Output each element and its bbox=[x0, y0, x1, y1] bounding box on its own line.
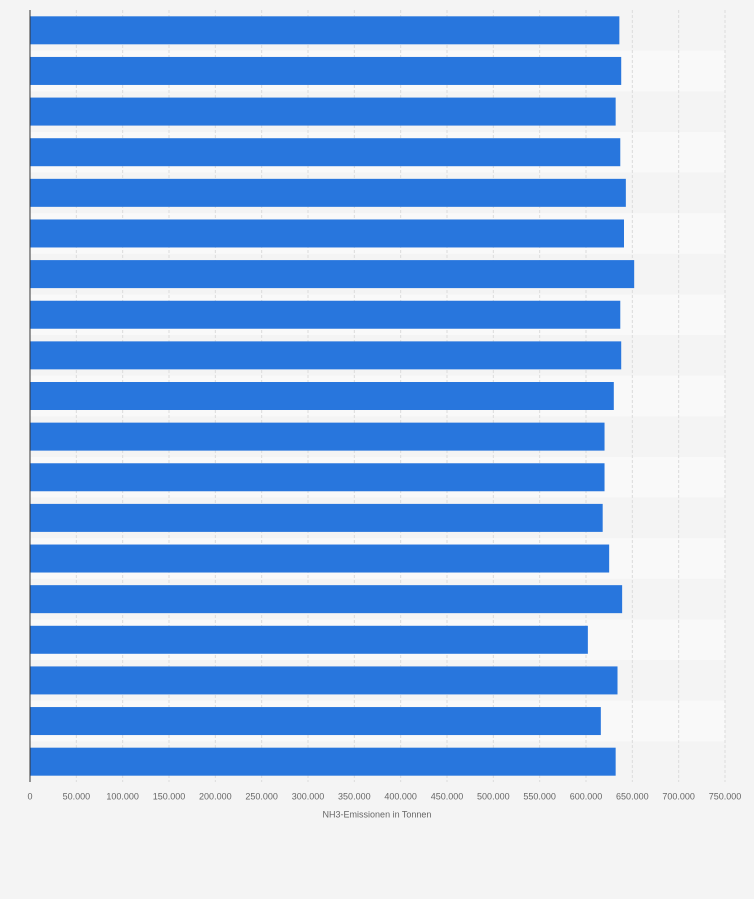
bar bbox=[30, 707, 601, 736]
x-tick-label: 600.000 bbox=[570, 791, 603, 801]
x-tick-label: 300.000 bbox=[292, 791, 325, 801]
bar bbox=[30, 97, 616, 126]
bar bbox=[30, 422, 605, 451]
x-tick-label: 700.000 bbox=[662, 791, 695, 801]
x-tick-label: 50.000 bbox=[63, 791, 91, 801]
x-tick-label: 100.000 bbox=[106, 791, 139, 801]
x-tick-label: 150.000 bbox=[153, 791, 186, 801]
x-tick-label: 750.000 bbox=[709, 791, 742, 801]
bar bbox=[30, 747, 616, 776]
x-tick-label: 250.000 bbox=[245, 791, 278, 801]
bar bbox=[30, 260, 635, 289]
bar bbox=[30, 463, 605, 492]
bar bbox=[30, 625, 588, 654]
x-axis-label: NH3-Emissionen in Tonnen bbox=[323, 809, 432, 819]
x-tick-label: 650.000 bbox=[616, 791, 649, 801]
x-tick-label: 0 bbox=[27, 791, 32, 801]
x-tick-label: 350.000 bbox=[338, 791, 371, 801]
bar bbox=[30, 56, 622, 85]
x-tick-label: 200.000 bbox=[199, 791, 232, 801]
bar bbox=[30, 138, 621, 167]
x-tick-label: 500.000 bbox=[477, 791, 510, 801]
bar bbox=[30, 16, 620, 45]
bar bbox=[30, 503, 603, 532]
x-tick-label: 400.000 bbox=[384, 791, 417, 801]
bar bbox=[30, 382, 614, 410]
bar bbox=[30, 219, 624, 248]
bar bbox=[30, 341, 622, 370]
x-tick-label: 550.000 bbox=[523, 791, 556, 801]
x-tick-label: 450.000 bbox=[431, 791, 464, 801]
bar bbox=[30, 300, 621, 329]
bar bbox=[30, 666, 618, 695]
bar bbox=[30, 178, 626, 207]
bar bbox=[30, 585, 623, 614]
bar bbox=[30, 544, 610, 573]
